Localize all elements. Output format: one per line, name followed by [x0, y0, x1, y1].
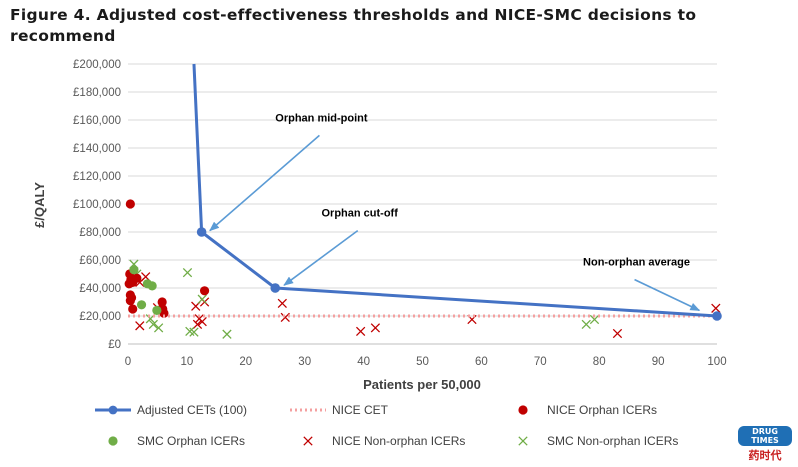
legend-item-smc-orphan-icers: SMC Orphan ICERs: [108, 434, 245, 448]
x-tick-label: 100: [707, 356, 726, 368]
legend-label: NICE CET: [332, 403, 389, 417]
legend-marker: [518, 405, 528, 415]
marker-adjusted-cets-100: [712, 311, 722, 321]
point-nice-non-orphan-icers: [355, 326, 366, 337]
point-nice-non-orphan-icers: [711, 303, 721, 313]
point-smc-orphan-icers: [129, 265, 139, 275]
point-nice-orphan-icers: [132, 273, 142, 283]
point-nice-non-orphan-icers: [192, 319, 203, 330]
series-nice-orphan-icers: [124, 199, 210, 318]
legend-marker: [518, 436, 528, 446]
x-tick-label: 20: [239, 356, 252, 368]
point-smc-non-orphan-icers: [189, 327, 199, 337]
y-tick-label: £180,000: [73, 87, 121, 99]
point-nice-non-orphan-icers: [612, 328, 623, 339]
legend-marker: [303, 436, 313, 446]
legend-label: NICE Non-orphan ICERs: [332, 434, 465, 448]
point-nice-orphan-icers: [199, 286, 210, 296]
point-smc-non-orphan-icers: [197, 294, 207, 304]
point-smc-non-orphan-icers: [589, 314, 600, 325]
point-smc-non-orphan-icers: [148, 319, 158, 330]
point-nice-orphan-icers: [125, 296, 135, 306]
point-nice-non-orphan-icers: [277, 298, 287, 309]
y-axis-title: £/QALY: [32, 182, 47, 228]
legend-item-nice-cet: NICE CET: [290, 403, 389, 417]
figure-title: Figure 4. Adjusted cost-effectiveness th…: [10, 6, 697, 45]
x-tick-label: 50: [416, 356, 429, 368]
point-smc-non-orphan-icers: [222, 329, 232, 339]
annotation-arrow: [209, 134, 320, 232]
x-tick-label: 0: [125, 356, 131, 368]
point-smc-non-orphan-icers: [581, 319, 591, 330]
point-nice-orphan-icers: [157, 297, 167, 307]
x-axis-title: Patients per 50,000: [363, 377, 481, 392]
y-tick-label: £60,000: [79, 255, 121, 267]
annotation-arrow: [634, 278, 701, 312]
point-nice-orphan-icers: [159, 308, 169, 318]
legend: Adjusted CETs (100) NICE CET NICE Orphan I…: [95, 403, 678, 448]
x-tick-label: 90: [652, 356, 665, 368]
point-nice-non-orphan-icers: [197, 316, 207, 327]
y-tick-label: £140,000: [73, 143, 121, 155]
y-axis-ticks: £0 £20,000 £40,000 £60,000 £80,000 £100,000 £1…: [73, 59, 121, 351]
x-tick-label: 80: [593, 356, 606, 368]
legend-label: Adjusted CETs (100): [137, 403, 247, 417]
watermark-line2: 药时代: [748, 449, 782, 462]
gridlines: [128, 63, 717, 317]
series-nice-non-orphan-icers: [135, 272, 721, 339]
y-tick-label: £20,000: [79, 311, 121, 323]
legend-item-nice-orphan-icers: NICE Orphan ICERs: [518, 403, 657, 417]
legend-marker: [108, 405, 118, 415]
watermark-logo: DRUG TIMES 药时代: [738, 426, 792, 463]
point-smc-orphan-icers: [136, 300, 147, 310]
point-smc-non-orphan-icers: [182, 267, 193, 278]
annotation-label: Orphan cut-off: [322, 208, 399, 220]
annotations: Orphan mid-point Orphan cut-off Non-orphan…: [209, 112, 701, 312]
x-tick-label: 60: [475, 356, 488, 368]
y-tick-label: £200,000: [73, 59, 121, 71]
point-nice-non-orphan-icers: [370, 323, 381, 333]
point-smc-non-orphan-icers: [153, 323, 164, 333]
legend-item-adjusted-cets-100: Adjusted CETs (100): [95, 403, 247, 417]
annotation-label: Orphan mid-point: [275, 112, 368, 124]
watermark-line1: DRUG TIMES: [738, 426, 792, 446]
marker-adjusted-cets-100: [196, 227, 207, 237]
y-tick-label: £160,000: [73, 115, 121, 127]
point-nice-orphan-icers: [125, 199, 135, 209]
annotation-arrow: [283, 229, 359, 286]
y-tick-label: £40,000: [79, 283, 121, 295]
legend-label: NICE Orphan ICERs: [547, 403, 657, 417]
legend-item-nice-non-orphan-icers: NICE Non-orphan ICERs: [303, 434, 465, 448]
point-smc-orphan-icers: [152, 305, 162, 315]
data-series: [124, 63, 722, 339]
legend-marker: [108, 436, 118, 446]
x-tick-label: 40: [357, 356, 370, 368]
y-tick-label: £120,000: [73, 171, 121, 183]
x-tick-label: 30: [298, 356, 311, 368]
x-tick-label: 70: [534, 356, 547, 368]
annotation-label: Non-orphan average: [583, 257, 690, 269]
point-nice-non-orphan-icers: [135, 321, 145, 331]
legend-label: SMC Non-orphan ICERs: [547, 434, 678, 448]
legend-item-smc-non-orphan-icers: SMC Non-orphan ICERs: [518, 434, 678, 448]
y-tick-label: £80,000: [79, 227, 121, 239]
x-tick-label: 10: [181, 356, 194, 368]
line-adjusted-cets-100: [192, 63, 718, 318]
y-tick-label: £0: [108, 339, 121, 351]
y-tick-label: £100,000: [73, 199, 121, 211]
x-axis-ticks: 0 10 20 30 40 50 60 70 80 90 100: [125, 356, 727, 368]
legend-label: SMC Orphan ICERs: [137, 434, 245, 448]
series-adjusted-cets-100: [192, 63, 722, 321]
point-smc-orphan-icers: [147, 281, 157, 291]
marker-adjusted-cets-100: [270, 283, 281, 293]
point-nice-orphan-icers: [128, 304, 138, 314]
